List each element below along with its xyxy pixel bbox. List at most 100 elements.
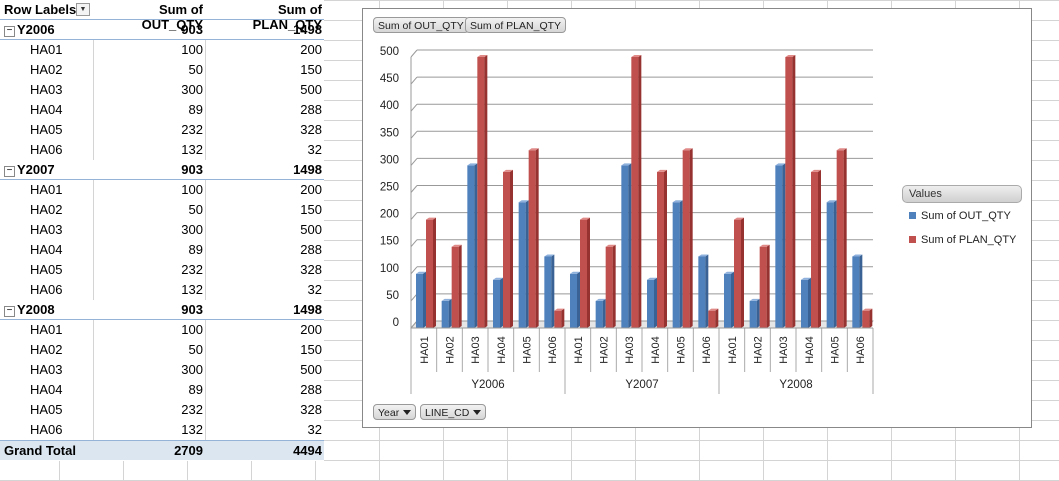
pivot-item-row[interactable]: HA04 89 288 (0, 100, 324, 120)
row-labels-filter-dropdown-icon[interactable]: ▼ (76, 3, 90, 16)
bar-side (843, 148, 847, 328)
bar (724, 273, 731, 328)
values-field-button-out-qty[interactable]: Sum of OUT_QTY (373, 17, 469, 33)
row-label: HA03 (30, 362, 63, 377)
bar-side (587, 217, 590, 328)
row-label-cell: HA06 (30, 142, 63, 157)
pivot-item-row[interactable]: HA06 132 32 (0, 420, 324, 440)
row-label: Y2007 (17, 162, 55, 177)
bar (467, 165, 475, 328)
collapse-toggle-icon[interactable]: − (4, 26, 15, 37)
pivot-item-row[interactable]: HA02 50 150 (0, 200, 324, 220)
pivot-group-row[interactable]: − Y2006 903 1498 (0, 20, 324, 40)
legend-title[interactable]: Values (902, 185, 1022, 203)
bar-top (734, 217, 744, 220)
grand-total-row[interactable]: Grand Total 2709 4494 (0, 440, 324, 461)
pivot-item-row[interactable]: HA05 232 328 (0, 120, 324, 140)
x-category-label: HA02 (445, 336, 457, 364)
bar-side (638, 55, 642, 328)
bar-side (818, 169, 821, 328)
plan-qty-cell: 200 (300, 182, 322, 197)
pivot-table: Row Labels Sum of OUT_QTY Sum of PLAN_QTY ▼… (0, 0, 324, 461)
axis-field-button-line-cd[interactable]: LINE_CD (420, 404, 487, 420)
collapse-toggle-icon[interactable]: − (4, 166, 15, 177)
out-qty-cell: 100 (181, 42, 203, 57)
y-tick-label: 200 (380, 209, 399, 221)
bar-side (484, 55, 488, 328)
y-tick-label: 400 (380, 100, 399, 112)
pivot-header-row[interactable]: Row Labels Sum of OUT_QTY Sum of PLAN_QTY ▼ (0, 0, 324, 32)
collapse-toggle-icon[interactable]: − (4, 306, 15, 317)
plan-qty-cell: 328 (300, 122, 322, 137)
bar-side (756, 298, 760, 328)
bar-top (682, 148, 693, 151)
bar-side (731, 271, 734, 328)
axis-field-button-year[interactable]: Year (373, 404, 417, 420)
pivot-item-row[interactable]: HA01 100 200 (0, 40, 324, 60)
pivot-item-row[interactable]: HA03 300 500 (0, 220, 324, 240)
y-tick-label: 300 (380, 154, 399, 166)
x-category-label: HA03 (778, 336, 790, 364)
plan-qty-cell: 200 (300, 42, 322, 57)
pivot-item-row[interactable]: HA01 100 200 (0, 320, 324, 340)
row-label-cell: − Y2006 (4, 22, 55, 37)
bar-top (631, 55, 642, 57)
bar (836, 150, 844, 328)
gridline-depth (410, 266, 418, 275)
pivot-item-row[interactable]: HA05 232 328 (0, 260, 324, 280)
pivot-item-row[interactable]: HA05 232 328 (0, 400, 324, 420)
bar (852, 256, 860, 328)
row-label-cell: HA03 (30, 222, 63, 237)
row-label: Y2008 (17, 302, 55, 317)
row-label: HA06 (30, 142, 63, 157)
y-tick-label: 450 (380, 73, 399, 85)
pivot-item-row[interactable]: HA04 89 288 (0, 240, 324, 260)
out-qty-cell: 50 (188, 202, 203, 217)
x-group-label: Y2008 (779, 379, 812, 391)
bar-side (433, 217, 436, 328)
row-label-cell: HA04 (30, 382, 63, 397)
bar-top (708, 308, 719, 311)
legend-item-plan-qty: Sum of PLAN_QTY (909, 234, 1016, 246)
bar (580, 219, 587, 328)
bar (708, 310, 716, 328)
bar-top (759, 244, 770, 247)
legend-item-out-qty: Sum of OUT_QTY (909, 210, 1011, 222)
pivot-item-row[interactable]: HA06 132 32 (0, 280, 324, 300)
bar-side (612, 244, 616, 328)
plan-qty-cell: 1498 (293, 302, 322, 317)
pivot-group-row[interactable]: − Y2008 903 1498 (0, 300, 324, 320)
out-qty-cell: 2709 (174, 443, 203, 458)
values-field-button-plan-qty[interactable]: Sum of PLAN_QTY (465, 17, 567, 33)
x-category-label: HA05 (830, 336, 842, 364)
pivot-item-row[interactable]: HA06 132 32 (0, 140, 324, 160)
pivot-item-row[interactable]: HA02 50 150 (0, 340, 324, 360)
pivot-chart[interactable]: Sum of OUT_QTY Sum of PLAN_QTY 0 50 100 150… (362, 8, 1032, 428)
pivot-item-row[interactable]: HA04 89 288 (0, 380, 324, 400)
row-label: HA04 (30, 102, 63, 117)
plan-qty-cell: 4494 (293, 443, 322, 458)
bar (682, 150, 690, 328)
out-qty-cell: 89 (188, 102, 203, 117)
bar-top (477, 55, 488, 57)
bar-side (602, 298, 606, 328)
plan-qty-cell: 288 (300, 102, 322, 117)
pivot-item-row[interactable]: HA03 300 500 (0, 360, 324, 380)
bar-top (528, 148, 539, 151)
x-category-label: HA02 (599, 336, 611, 364)
bar (698, 256, 706, 328)
bar-side (525, 200, 529, 328)
row-label-cell: HA01 (30, 322, 63, 337)
pivot-item-row[interactable]: HA02 50 150 (0, 60, 324, 80)
dropdown-arrow-icon (473, 410, 482, 415)
gridline-depth (410, 185, 418, 193)
bar (441, 300, 449, 328)
plan-qty-cell: 288 (300, 382, 322, 397)
bar (477, 57, 485, 328)
plan-qty-cell: 32 (307, 422, 322, 437)
pivot-item-row[interactable]: HA03 300 500 (0, 80, 324, 100)
pivot-group-row[interactable]: − Y2007 903 1498 (0, 160, 324, 180)
out-qty-cell: 232 (181, 402, 203, 417)
pivot-item-row[interactable]: HA01 100 200 (0, 180, 324, 200)
bar-top (749, 298, 760, 301)
